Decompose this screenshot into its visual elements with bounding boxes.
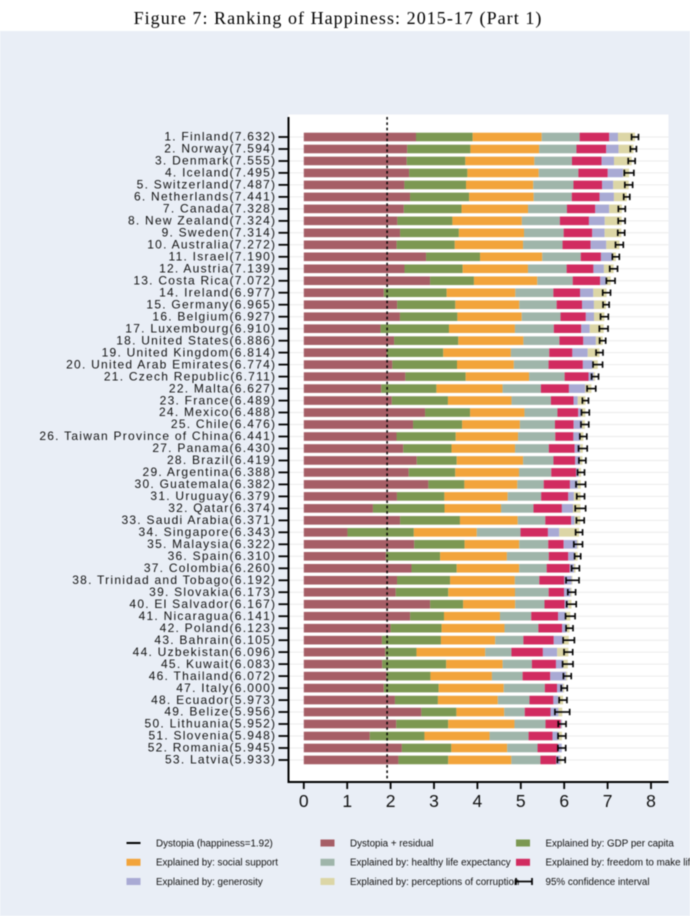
- svg-text:47. Italy(6.000): 47. Italy(6.000): [176, 681, 276, 695]
- svg-text:44. Uzbekistan(6.096): 44. Uzbekistan(6.096): [133, 645, 277, 659]
- svg-text:1: 1: [342, 791, 352, 811]
- svg-text:37. Colombia(6.260): 37. Colombia(6.260): [144, 561, 276, 575]
- svg-text:3: 3: [429, 791, 439, 811]
- svg-text:24. Mexico(6.488): 24. Mexico(6.488): [159, 405, 276, 419]
- svg-text:7: 7: [603, 791, 613, 811]
- svg-text:Explained by: healthy life exp: Explained by: healthy life expectancy: [350, 858, 511, 869]
- svg-text:15. Germany(6.965): 15. Germany(6.965): [146, 297, 276, 311]
- svg-text:95% confidence interval: 95% confidence interval: [546, 877, 650, 888]
- svg-text:2. Norway(7.594): 2. Norway(7.594): [164, 142, 276, 156]
- svg-text:6. Netherlands(7.441): 6. Netherlands(7.441): [134, 190, 276, 204]
- svg-text:13. Costa Rica(7.072): 13. Costa Rica(7.072): [133, 274, 276, 288]
- svg-text:2: 2: [386, 791, 396, 811]
- svg-text:48. Ecuador(5.973): 48. Ecuador(5.973): [151, 693, 276, 707]
- svg-text:20. United Arab Emirates(6.774: 20. United Arab Emirates(6.774): [66, 357, 276, 371]
- svg-text:32. Qatar(6.374): 32. Qatar(6.374): [168, 501, 276, 515]
- svg-text:Explained by: social support: Explained by: social support: [156, 858, 278, 869]
- svg-text:Dystopia + residual: Dystopia + residual: [350, 838, 434, 849]
- svg-text:Explained by: generosity: Explained by: generosity: [156, 877, 263, 888]
- svg-text:1. Finland(7.632): 1. Finland(7.632): [164, 130, 276, 144]
- svg-text:41. Nicaragua(6.141): 41. Nicaragua(6.141): [139, 609, 277, 623]
- svg-text:4: 4: [473, 791, 483, 811]
- svg-text:50. Lithuania(5.952): 50. Lithuania(5.952): [145, 717, 277, 731]
- svg-text:23. France(6.489): 23. France(6.489): [160, 393, 277, 407]
- svg-text:40. El Salvador(6.167): 40. El Salvador(6.167): [129, 597, 276, 611]
- svg-text:29. Argentina(6.388): 29. Argentina(6.388): [143, 465, 277, 479]
- svg-text:46. Thailand(6.072): 46. Thailand(6.072): [149, 669, 277, 683]
- svg-text:11. Israel(7.190): 11. Israel(7.190): [169, 250, 277, 264]
- svg-text:52. Romania(5.945): 52. Romania(5.945): [148, 741, 277, 755]
- svg-text:Figure 7: Ranking of Happiness: Figure 7: Ranking of Happiness: 2015-17 …: [134, 8, 543, 29]
- svg-text:16. Belgium(6.927): 16. Belgium(6.927): [152, 309, 276, 323]
- svg-text:33. Saudi Arabia(6.371): 33. Saudi Arabia(6.371): [121, 513, 276, 527]
- svg-text:7. Canada(7.328): 7. Canada(7.328): [163, 202, 276, 216]
- svg-text:30. Guatemala(6.382): 30. Guatemala(6.382): [135, 477, 277, 491]
- svg-text:12. Austria(7.139): 12. Austria(7.139): [159, 262, 276, 276]
- svg-text:27. Panama(6.430): 27. Panama(6.430): [152, 441, 276, 455]
- svg-text:31. Uruguay(6.379): 31. Uruguay(6.379): [150, 489, 276, 503]
- svg-text:42. Poland(6.123): 42. Poland(6.123): [160, 621, 277, 635]
- svg-text:Explained by: freedom to make: Explained by: freedom to make life choic…: [546, 858, 690, 869]
- svg-text:45. Kuwait(6.083): 45. Kuwait(6.083): [161, 657, 276, 671]
- svg-text:9. Sweden(7.314): 9. Sweden(7.314): [162, 226, 277, 240]
- svg-text:25. Chile(6.476): 25. Chile(6.476): [171, 417, 276, 431]
- svg-text:14. Ireland(6.977): 14. Ireland(6.977): [159, 285, 276, 299]
- svg-text:43. Bahrain(6.105): 43. Bahrain(6.105): [154, 633, 276, 647]
- svg-text:Explained by: perceptions of c: Explained by: perceptions of corruption: [350, 877, 519, 888]
- svg-text:39. Slovakia(6.173): 39. Slovakia(6.173): [149, 585, 276, 599]
- svg-text:17. Luxembourg(6.910): 17. Luxembourg(6.910): [125, 321, 276, 335]
- svg-text:49. Belize(5.956): 49. Belize(5.956): [164, 705, 276, 719]
- svg-text:28. Brazil(6.419): 28. Brazil(6.419): [167, 453, 276, 467]
- svg-text:8: 8: [646, 791, 656, 811]
- svg-text:0: 0: [299, 791, 309, 811]
- svg-text:34. Singapore(6.343): 34. Singapore(6.343): [139, 525, 277, 539]
- svg-text:18. United States(6.886): 18. United States(6.886): [116, 333, 276, 347]
- svg-text:21. Czech Republic(6.711): 21. Czech Republic(6.711): [104, 369, 276, 383]
- svg-text:26. Taiwan Province of China(6: 26. Taiwan Province of China(6.441): [39, 429, 276, 443]
- svg-text:4. Iceland(7.495): 4. Iceland(7.495): [165, 166, 276, 180]
- svg-text:Explained by: GDP per capita: Explained by: GDP per capita: [546, 838, 675, 849]
- svg-text:53. Latvia(5.933): 53. Latvia(5.933): [165, 753, 276, 767]
- svg-text:6: 6: [559, 791, 569, 811]
- svg-text:35. Malaysia(6.322): 35. Malaysia(6.322): [147, 537, 276, 551]
- svg-text:5. Switzerland(7.487): 5. Switzerland(7.487): [137, 178, 277, 192]
- svg-text:Dystopia (happiness=1.92): Dystopia (happiness=1.92): [156, 838, 273, 849]
- svg-text:10. Australia(7.272): 10. Australia(7.272): [147, 238, 276, 252]
- svg-text:3. Denmark(7.555): 3. Denmark(7.555): [155, 154, 276, 168]
- svg-text:51. Slovenia(5.948): 51. Slovenia(5.948): [148, 729, 276, 743]
- svg-text:38. Trinidad and Tobago(6.192): 38. Trinidad and Tobago(6.192): [72, 573, 276, 587]
- svg-text:22. Malta(6.627): 22. Malta(6.627): [169, 381, 276, 395]
- svg-text:8. New Zealand(7.324): 8. New Zealand(7.324): [128, 214, 276, 228]
- svg-text:36. Spain(6.310): 36. Spain(6.310): [168, 549, 277, 563]
- svg-text:5: 5: [516, 791, 526, 811]
- svg-text:19. United Kingdom(6.814): 19. United Kingdom(6.814): [102, 345, 277, 359]
